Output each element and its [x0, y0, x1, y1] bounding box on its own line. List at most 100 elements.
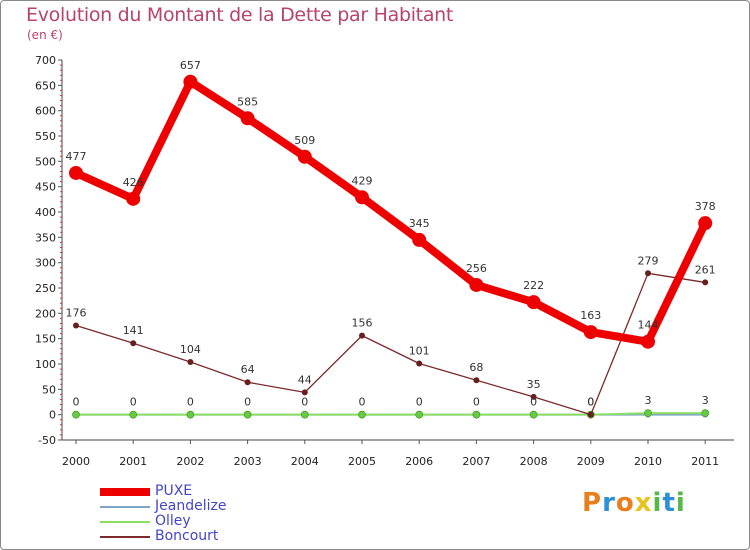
logo-letter: i	[675, 488, 686, 518]
x-tick-label: 2002	[176, 455, 204, 468]
data-point-boncourt	[73, 322, 79, 329]
data-point-olley	[72, 410, 80, 419]
data-label-boncourt: 279	[638, 254, 659, 267]
legend-label: Boncourt	[155, 528, 219, 544]
data-label-olley: 0	[473, 396, 480, 409]
data-label-puxe: 657	[180, 59, 201, 72]
data-label-olley: 3	[645, 394, 652, 407]
data-point-boncourt	[530, 393, 537, 400]
x-tick-label: 2003	[234, 455, 262, 468]
data-label-puxe: 426	[123, 176, 144, 189]
data-label-boncourt: 176	[66, 306, 87, 319]
series-boncourt	[73, 270, 709, 418]
data-label-olley: 0	[359, 396, 366, 409]
x-tick-label: 2008	[520, 455, 548, 468]
y-tick-label: 350	[35, 231, 56, 244]
x-tick-label: 2001	[119, 455, 147, 468]
data-label-puxe: 222	[523, 279, 544, 292]
logo-letter: r	[602, 488, 616, 518]
y-tick-label: 700	[35, 54, 56, 67]
series-layer	[69, 74, 713, 419]
data-point-boncourt	[187, 358, 194, 365]
data-point-puxe	[412, 232, 427, 247]
y-tick-label: 50	[42, 383, 56, 396]
data-point-puxe	[297, 149, 312, 164]
unit-label: (en €)	[27, 28, 63, 42]
data-label-boncourt: 44	[298, 373, 312, 386]
y-tick-label: 300	[35, 257, 56, 270]
data-label-puxe: 509	[294, 134, 315, 147]
data-point-boncourt	[359, 332, 365, 339]
data-point-boncourt	[702, 279, 709, 286]
legend-label: Jeandelize	[155, 498, 227, 514]
data-label-puxe: 477	[66, 150, 87, 163]
legend-item-boncourt: Boncourt	[100, 529, 300, 544]
legend-swatch	[100, 506, 150, 508]
x-tick-label: 2010	[634, 455, 662, 468]
proxiti-logo: Proxiti	[582, 488, 686, 518]
data-label-puxe: 163	[580, 309, 601, 322]
data-point-boncourt	[301, 389, 308, 396]
y-tick-label: 650	[35, 79, 56, 92]
data-label-olley: 0	[187, 396, 194, 409]
data-label-boncourt: 141	[123, 324, 144, 337]
data-label-puxe: 378	[695, 200, 716, 213]
data-label-olley: 0	[244, 396, 251, 409]
data-label-puxe: 585	[237, 95, 258, 108]
data-point-olley	[472, 410, 481, 419]
data-point-puxe	[583, 325, 598, 340]
data-label-olley: 0	[587, 396, 594, 409]
data-point-boncourt	[244, 379, 251, 386]
logo-letter: P	[582, 488, 603, 518]
data-point-boncourt	[587, 411, 594, 418]
data-point-boncourt	[416, 360, 423, 367]
data-point-boncourt	[645, 270, 651, 277]
data-point-puxe	[469, 277, 484, 292]
y-tick-label: 0	[49, 409, 56, 422]
y-tick-label: 600	[35, 105, 56, 118]
data-label-boncourt: 104	[180, 343, 201, 356]
data-label-olley: 0	[416, 396, 423, 409]
legend-swatch	[100, 521, 150, 523]
data-point-puxe	[526, 295, 541, 310]
data-label-boncourt: 261	[695, 263, 716, 276]
data-point-olley	[529, 410, 538, 419]
data-point-puxe	[641, 334, 655, 349]
data-label-boncourt: 64	[241, 363, 255, 376]
x-tick-label: 2000	[62, 455, 90, 468]
data-label-olley: 0	[130, 396, 137, 409]
data-label-olley: 3	[702, 394, 709, 407]
y-tick-label: 500	[35, 155, 56, 168]
data-label-olley: 0	[301, 396, 308, 409]
y-tick-label: -50	[38, 434, 56, 447]
y-tick-label: 550	[35, 130, 56, 143]
series-olley	[72, 409, 710, 419]
data-label-olley: 0	[530, 396, 537, 409]
series-line-puxe	[74, 77, 709, 346]
data-labels-layer: 0 0 0 0 0 0 0 0 0 0 3 31761411046444156101683502792…	[66, 59, 716, 409]
legend-item-jeandelize: Jeandelize	[100, 499, 300, 514]
data-point-olley	[415, 410, 424, 419]
x-tick-label: 2004	[291, 455, 319, 468]
data-point-olley	[644, 409, 652, 418]
y-tick-label: 250	[35, 282, 56, 295]
data-point-puxe	[355, 190, 369, 205]
data-label-boncourt: 68	[469, 361, 483, 374]
chart-title: Evolution du Montant de la Dette par Hab…	[26, 4, 454, 26]
data-label-puxe: 256	[466, 262, 487, 275]
data-point-puxe	[240, 111, 255, 126]
x-tick-label: 2011	[691, 455, 719, 468]
x-tick-label: 2005	[348, 455, 376, 468]
data-label-boncourt: 0	[587, 396, 594, 409]
x-tick-label: 2007	[462, 455, 490, 468]
data-point-olley	[129, 410, 138, 419]
data-point-puxe	[69, 165, 83, 180]
legend: PUXE Jeandelize Olley Boncourt	[100, 484, 300, 544]
y-tick-label: 200	[35, 307, 56, 320]
legend-swatch	[100, 488, 150, 496]
series-puxe	[69, 74, 713, 349]
data-point-olley	[243, 410, 252, 419]
y-tick-label: 150	[35, 333, 56, 346]
chart-axes: -500501001502002503003504004505005506006…	[35, 54, 734, 468]
